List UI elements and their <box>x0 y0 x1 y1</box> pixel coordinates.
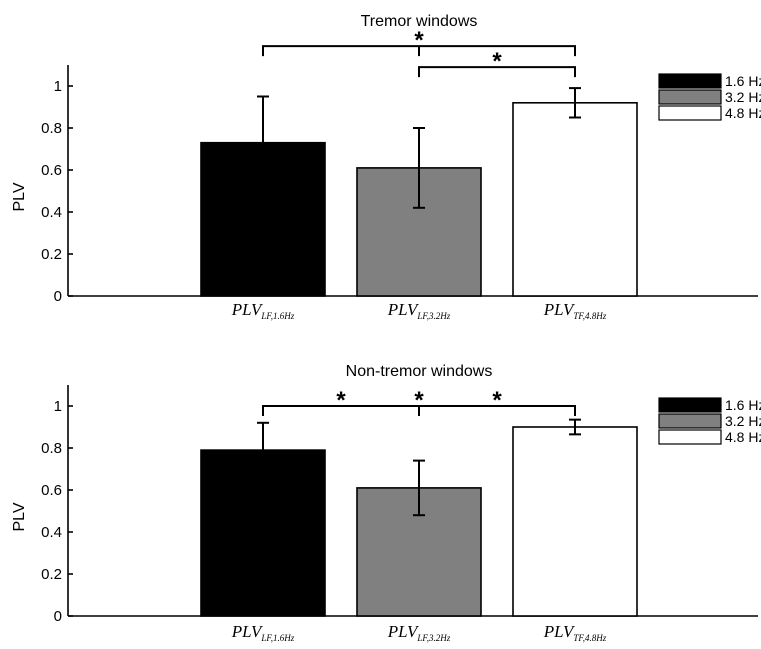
y-tick-label: 0.4 <box>41 524 62 541</box>
significance-bracket <box>418 66 576 78</box>
legend-label: 4.8 Hz <box>725 105 761 121</box>
category-label-base: PLV <box>231 622 264 641</box>
chart-title: Non-tremor windows <box>346 363 493 380</box>
tremor-chart: Tremor windowsPLV00.20.40.60.81PLVLF,1.6… <box>11 13 761 321</box>
legend-swatch <box>658 397 722 413</box>
category-label-base: PLV <box>543 300 576 319</box>
significance-star: * <box>492 387 502 414</box>
category-label-base: PLV <box>387 300 420 319</box>
significance-star: * <box>414 27 424 54</box>
legend-swatch <box>658 413 722 429</box>
y-axis-label: PLV <box>11 502 28 531</box>
legend-swatch <box>658 89 722 105</box>
category-label-base: PLV <box>231 300 264 319</box>
bar <box>512 426 638 617</box>
y-tick-label: 0.4 <box>41 204 62 221</box>
y-tick-label: 0.2 <box>41 566 62 583</box>
category-label-base: PLV <box>387 622 420 641</box>
y-tick-label: 0.8 <box>41 120 62 137</box>
chart-title: Tremor windows <box>361 13 478 30</box>
category-label-base: PLV <box>543 622 576 641</box>
category-label: PLVLF,3.2Hz <box>387 300 451 321</box>
legend: 1.6 Hz3.2 Hz4.8 Hz <box>658 397 761 445</box>
category-label-sub: TF,4.8Hz <box>573 633 606 643</box>
bar <box>512 102 638 297</box>
legend-label: 3.2 Hz <box>725 89 761 105</box>
legend-swatch <box>658 105 722 121</box>
category-label-sub: LF,3.2Hz <box>416 633 450 643</box>
legend-label: 1.6 Hz <box>725 397 761 413</box>
category-label: PLVLF,1.6Hz <box>231 300 295 321</box>
y-tick-label: 1 <box>54 78 62 95</box>
category-label: PLVLF,1.6Hz <box>231 622 295 643</box>
y-tick-label: 0.8 <box>41 440 62 457</box>
legend-swatch <box>658 73 722 89</box>
category-label-sub: TF,4.8Hz <box>573 311 606 321</box>
category-label: PLVTF,4.8Hz <box>543 622 607 643</box>
legend: 1.6 Hz3.2 Hz4.8 Hz <box>658 73 761 121</box>
significance-star: * <box>336 387 346 414</box>
y-tick-label: 0.6 <box>41 162 62 179</box>
category-label: PLVLF,3.2Hz <box>387 622 451 643</box>
legend-label: 4.8 Hz <box>725 429 761 445</box>
legend-label: 3.2 Hz <box>725 413 761 429</box>
y-tick-label: 0.6 <box>41 482 62 499</box>
y-tick-label: 1 <box>54 398 62 415</box>
y-tick-label: 0 <box>54 608 62 625</box>
category-label-sub: LF,3.2Hz <box>416 311 450 321</box>
non-tremor-chart: Non-tremor windowsPLV00.20.40.60.81PLVLF… <box>11 363 761 643</box>
y-tick-label: 0 <box>54 288 62 305</box>
category-label-sub: LF,1.6Hz <box>260 311 294 321</box>
legend-label: 1.6 Hz <box>725 73 761 89</box>
significance-star: * <box>414 387 424 414</box>
category-label: PLVTF,4.8Hz <box>543 300 607 321</box>
significance-star: * <box>492 48 502 75</box>
y-axis-label: PLV <box>11 182 28 211</box>
y-tick-label: 0.2 <box>41 246 62 263</box>
legend-swatch <box>658 429 722 445</box>
category-label-sub: LF,1.6Hz <box>260 633 294 643</box>
